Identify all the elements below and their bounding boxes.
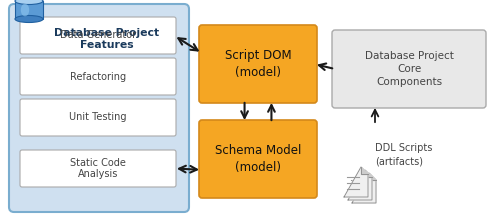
FancyBboxPatch shape (199, 25, 317, 103)
Text: Unit Testing: Unit Testing (69, 112, 127, 123)
Bar (15, 1, 43, 19)
Ellipse shape (15, 0, 43, 5)
FancyBboxPatch shape (20, 150, 176, 187)
Ellipse shape (15, 15, 43, 23)
FancyBboxPatch shape (199, 120, 317, 198)
Polygon shape (352, 173, 376, 203)
Polygon shape (344, 167, 368, 197)
Text: Database Project
Features: Database Project Features (54, 28, 160, 50)
Polygon shape (365, 170, 372, 177)
Text: Schema Model
(model): Schema Model (model) (215, 144, 301, 174)
FancyBboxPatch shape (20, 58, 176, 95)
Polygon shape (348, 170, 372, 200)
Polygon shape (361, 167, 368, 174)
FancyBboxPatch shape (20, 99, 176, 136)
Text: DDL Scripts
(artifacts): DDL Scripts (artifacts) (375, 143, 432, 167)
Text: Database Project
Core
Components: Database Project Core Components (364, 51, 454, 87)
Polygon shape (369, 173, 376, 180)
Ellipse shape (21, 4, 29, 16)
FancyBboxPatch shape (332, 30, 486, 108)
Text: Data Generator: Data Generator (60, 31, 136, 40)
Text: Refactoring: Refactoring (70, 72, 126, 81)
Text: Static Code
Analysis: Static Code Analysis (70, 158, 126, 179)
FancyBboxPatch shape (20, 17, 176, 54)
Text: Script DOM
(model): Script DOM (model) (225, 49, 291, 79)
FancyBboxPatch shape (9, 4, 189, 212)
